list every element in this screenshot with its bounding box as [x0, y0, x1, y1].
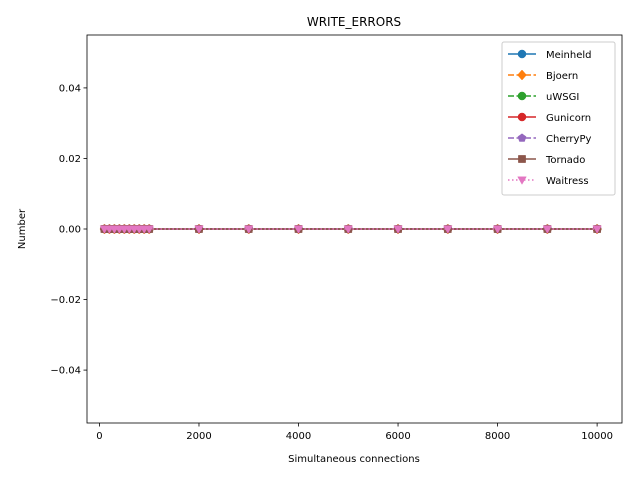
y-tick-label: 0.00: [59, 225, 81, 236]
x-tick-label: 2000: [186, 431, 211, 442]
data-point-waitress: [592, 225, 602, 234]
legend-label-meinheld: Meinheld: [546, 50, 592, 61]
data-point-waitress: [343, 225, 354, 234]
legend-marker-bjoern: [517, 69, 527, 81]
x-tick-label: 4000: [286, 431, 311, 442]
legend-label-cherrypy: CherryPy: [546, 134, 591, 145]
data-point-waitress: [542, 225, 553, 234]
series-waitress: [99, 225, 602, 234]
y-axis-label: Number: [17, 208, 28, 249]
y-axis: −0.04 −0.02 0.00 0.02 0.04: [50, 83, 87, 377]
legend-marker-meinheld: [517, 49, 527, 59]
x-tick-label: 6000: [385, 431, 410, 442]
legend-marker-waitress: [517, 176, 527, 185]
x-tick-label: 10000: [581, 431, 613, 442]
legend-label-bjoern: Bjoern: [546, 71, 578, 82]
legend-marker-gunicorn: [517, 112, 527, 122]
legend-marker-tornado: [518, 155, 526, 163]
y-tick-label: −0.02: [50, 295, 81, 306]
x-tick-label: 0: [96, 431, 102, 442]
y-tick-label: 0.04: [59, 83, 81, 94]
x-axis: 0 2000 4000 6000 8000 10000: [96, 423, 613, 442]
legend-label-uwsgi: uWSGI: [546, 92, 579, 103]
data-point-waitress: [443, 225, 453, 234]
series-layer: [99, 223, 602, 235]
legend-marker-uwsgi: [517, 91, 527, 101]
chart-title: WRITE_ERRORS: [307, 15, 401, 29]
data-point-waitress: [194, 225, 204, 234]
data-point-waitress: [492, 225, 503, 234]
data-point-waitress: [144, 225, 154, 234]
legend-label-waitress: Waitress: [546, 176, 589, 187]
legend-marker-cherrypy: [517, 133, 527, 142]
data-point-waitress: [293, 225, 304, 234]
legend-frame: [501, 41, 616, 196]
data-point-waitress: [393, 225, 403, 234]
y-tick-label: 0.02: [59, 154, 81, 165]
x-axis-label: Simultaneous connections: [288, 454, 420, 465]
x-tick-label: 8000: [485, 431, 510, 442]
legend-label-gunicorn: Gunicorn: [546, 113, 591, 124]
legend-label-tornado: Tornado: [545, 155, 585, 166]
y-tick-label: −0.04: [50, 366, 81, 377]
data-point-waitress: [244, 225, 254, 234]
legend: Meinheld Bjoern uWSGI Gunicorn CherryPy Torna…: [501, 41, 616, 196]
